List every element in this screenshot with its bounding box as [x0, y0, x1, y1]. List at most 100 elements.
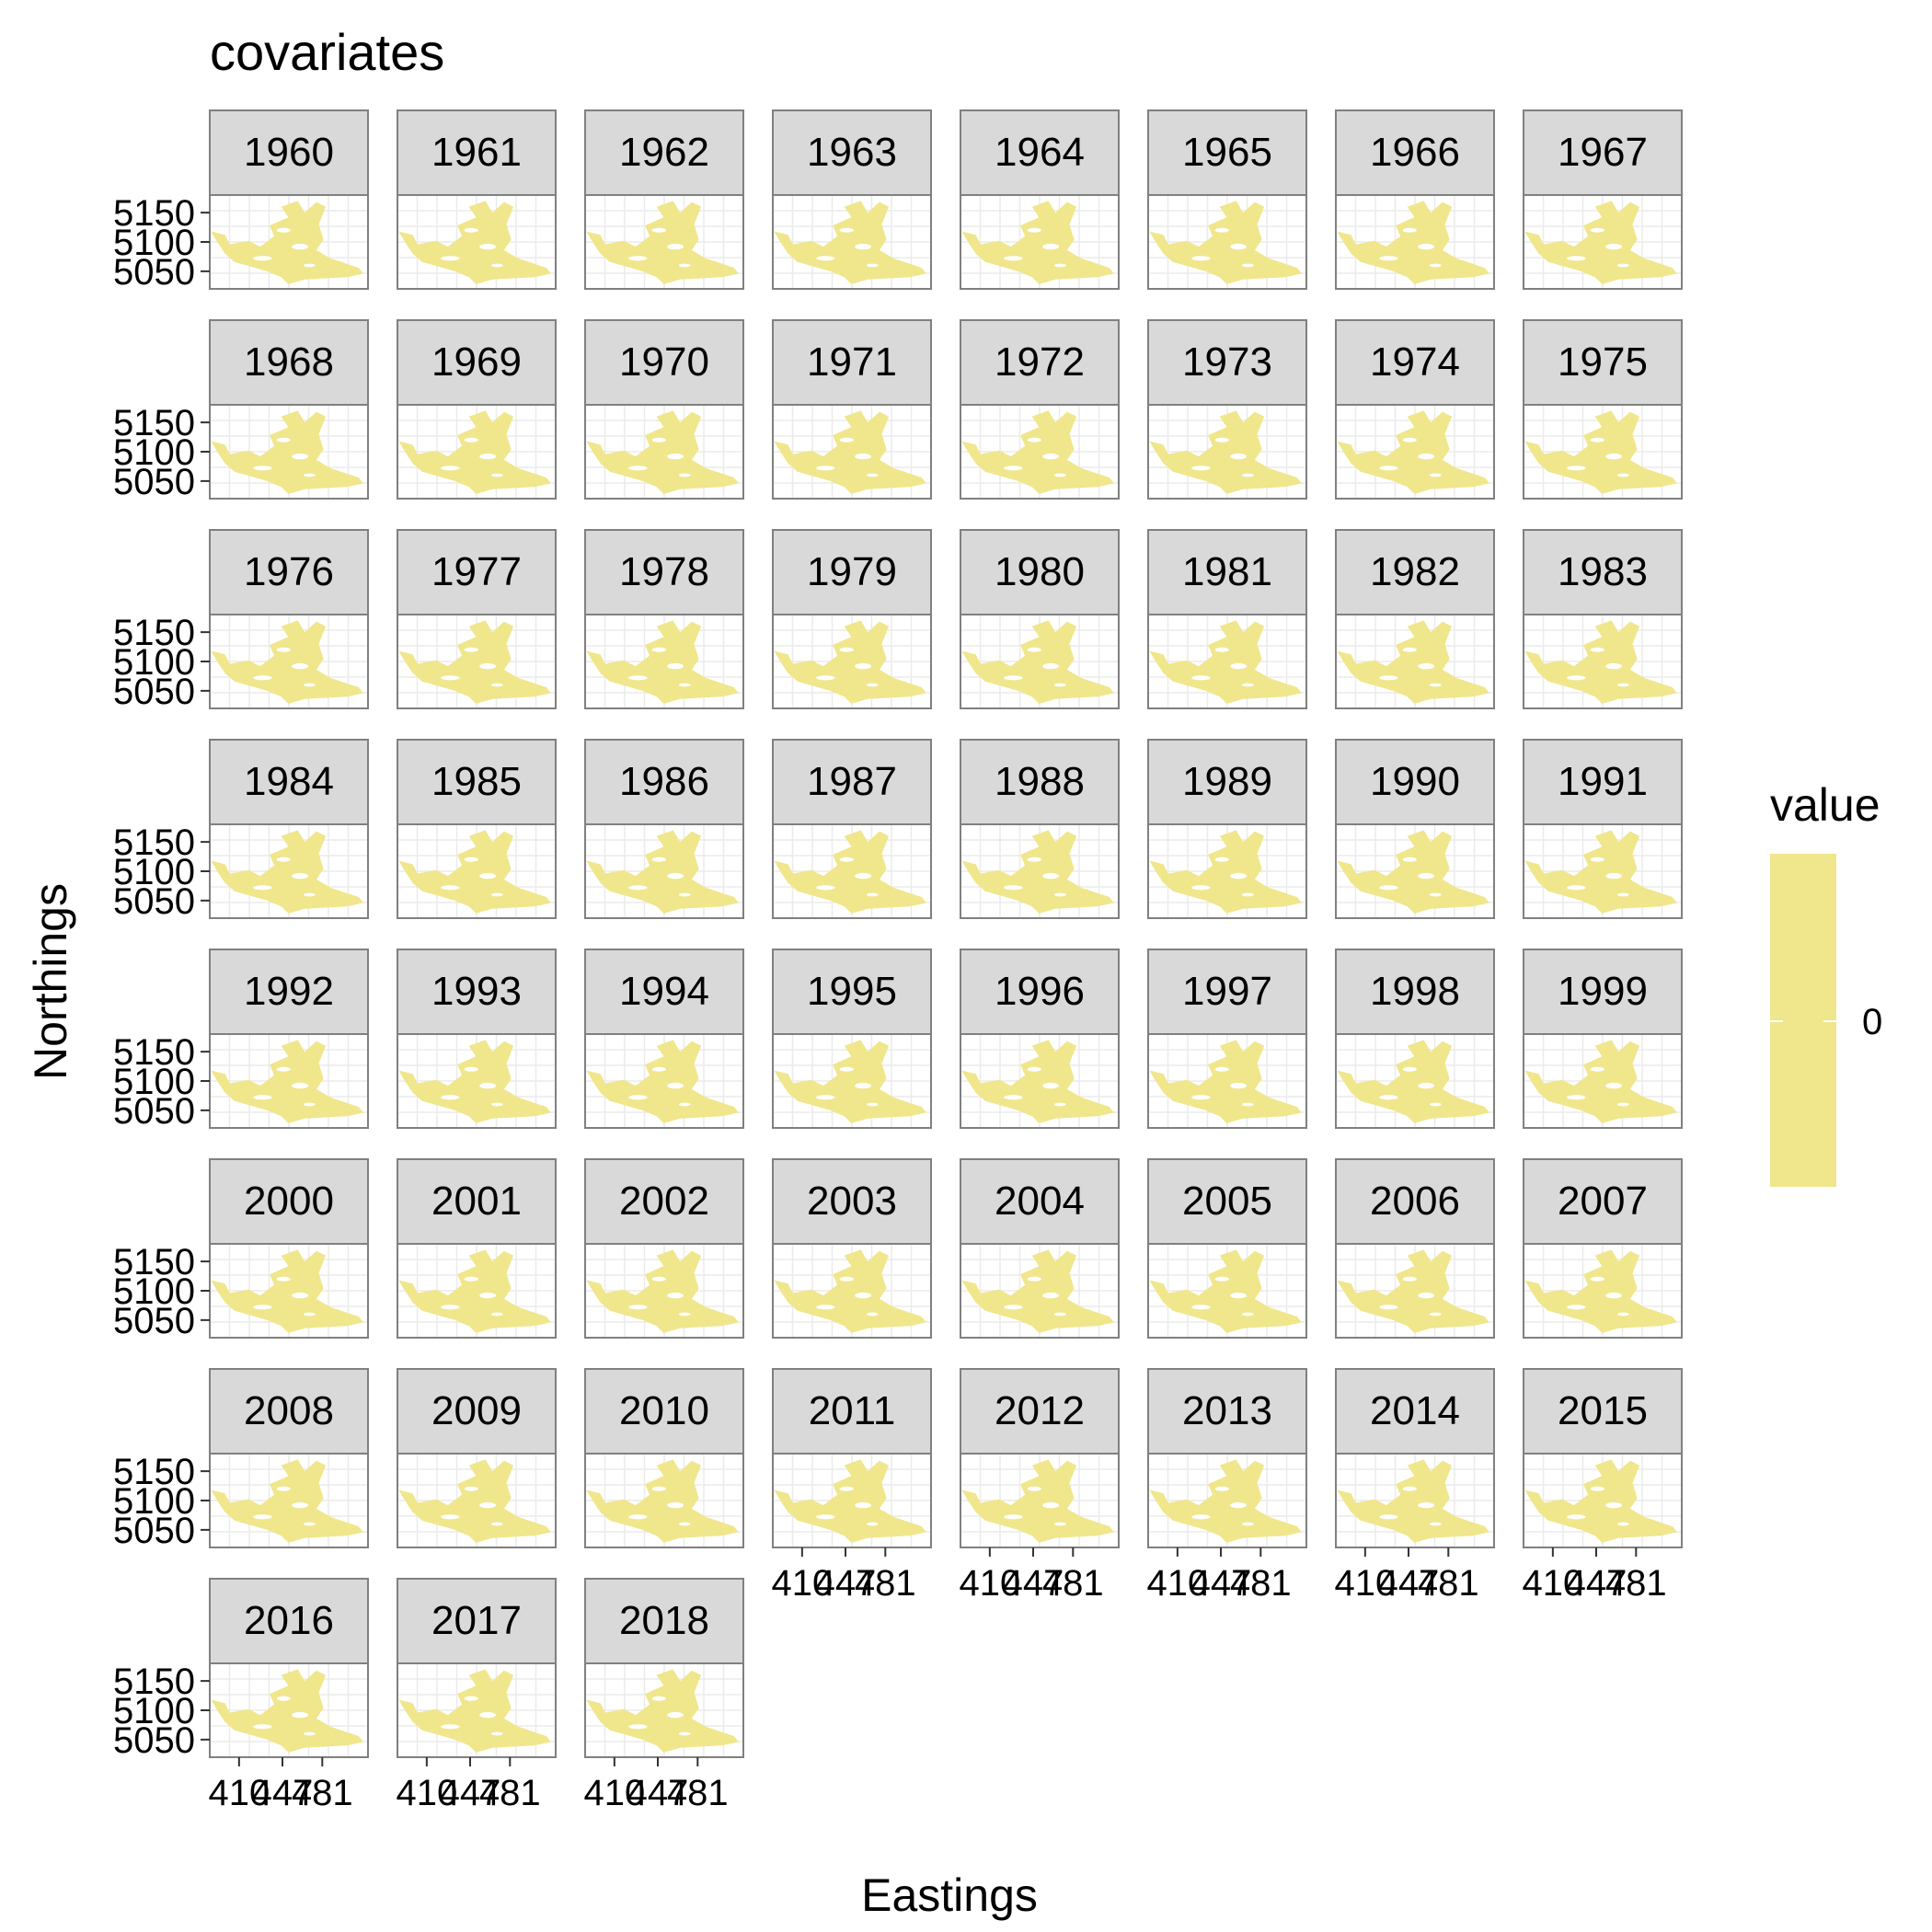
panel-border [584, 1453, 744, 1548]
map-gap [1241, 683, 1254, 687]
map-gap [1379, 885, 1398, 891]
map-gap [276, 1486, 291, 1491]
facet-strip [1335, 949, 1495, 1035]
facet-strip [1147, 319, 1307, 406]
map-gap [1042, 1292, 1060, 1299]
facet-label: 2018 [619, 1598, 709, 1643]
map-gap [816, 1305, 835, 1310]
facet-strip [209, 1368, 369, 1455]
panel-border [960, 823, 1120, 919]
map-region [211, 1249, 363, 1333]
panel-border [1147, 614, 1307, 709]
map-gap [1191, 256, 1211, 261]
map-gap [490, 1731, 503, 1736]
facet-label: 2014 [1370, 1388, 1460, 1433]
facet-label: 1988 [995, 759, 1085, 804]
map-gap [490, 473, 503, 477]
map-region [1337, 410, 1489, 494]
map-gap [1402, 647, 1417, 652]
panel-border [397, 1033, 557, 1129]
panel-border [1335, 614, 1495, 709]
panel-border [1335, 404, 1495, 500]
map-region [211, 410, 363, 494]
map-gap [1214, 857, 1229, 862]
map-gap [1042, 1501, 1060, 1509]
map-region [398, 1459, 551, 1543]
facet-label: 2003 [807, 1179, 897, 1224]
map-gap [1053, 1312, 1066, 1317]
map-gap [1429, 1522, 1442, 1526]
map-gap [678, 1731, 691, 1736]
map-gap [479, 243, 497, 250]
map-gap [1230, 872, 1248, 880]
map-gap [839, 857, 854, 862]
facet-label: 1982 [1370, 549, 1460, 594]
facet-label: 1963 [807, 130, 897, 175]
map-gap [1191, 1305, 1211, 1310]
map-region [398, 1669, 551, 1753]
map-gap [1230, 1082, 1248, 1089]
map-gap [464, 1696, 478, 1701]
panel-border [1335, 194, 1495, 290]
map-gap [292, 243, 309, 250]
map-region [1337, 620, 1489, 704]
map-gap [628, 1514, 648, 1520]
facet-label: 2001 [431, 1179, 522, 1224]
map-gap [1214, 1486, 1229, 1491]
panel-border [1335, 1453, 1495, 1548]
facet-label: 1980 [995, 549, 1085, 594]
map-region [961, 620, 1114, 704]
facet-strip [1147, 529, 1307, 615]
facet-label: 1979 [807, 549, 897, 594]
map-gap [678, 263, 691, 268]
map-gap [1418, 662, 1435, 670]
map-gap [1230, 1501, 1248, 1509]
panel-border [584, 1243, 744, 1339]
map-gap [1027, 1066, 1041, 1072]
map-region [586, 201, 739, 284]
panel-border [397, 1243, 557, 1339]
facet-label: 1970 [619, 339, 709, 385]
map-gap [479, 453, 497, 460]
panel-border [960, 404, 1120, 500]
map-gap [292, 1292, 309, 1299]
facet-strip [1523, 319, 1683, 406]
map-gap [1191, 675, 1211, 681]
panel-border [1147, 1243, 1307, 1339]
panel-border [1147, 194, 1307, 290]
map-gap [253, 1724, 272, 1730]
legend: value 0 [1770, 779, 1882, 1187]
map-gap [1027, 1486, 1041, 1491]
panel-border [1523, 614, 1683, 709]
map-region [1337, 1459, 1489, 1543]
map-gap [464, 1276, 478, 1282]
map-gap [1567, 885, 1586, 891]
map-gap [651, 1696, 666, 1701]
map-gap [1429, 1102, 1442, 1107]
map-gap [839, 1486, 854, 1491]
map-gap [667, 1501, 684, 1509]
x-tick-label: 410 [1522, 1563, 1583, 1604]
panel-border [1147, 1033, 1307, 1129]
panel-border [397, 194, 557, 290]
facet-strip [397, 319, 557, 406]
panel-border [772, 1243, 932, 1339]
facet-strip [584, 319, 744, 406]
map-gap [1230, 453, 1248, 460]
facet-strip [1523, 1368, 1683, 1455]
map-gap [276, 1066, 291, 1072]
x-tick-label: 447 [1566, 1563, 1627, 1604]
map-gap [839, 1066, 854, 1072]
map-region [1524, 620, 1677, 704]
facet-label: 1999 [1558, 969, 1648, 1014]
map-gap [1590, 227, 1604, 233]
x-tick-label: 410 [583, 1773, 645, 1813]
map-gap [1230, 662, 1248, 670]
map-region [586, 1459, 739, 1543]
map-gap [1402, 437, 1417, 443]
map-region [1337, 1040, 1489, 1123]
map-gap [1605, 1292, 1623, 1299]
facet-strip [209, 949, 369, 1035]
panel-border [397, 614, 557, 709]
map-gap [1379, 1305, 1398, 1310]
